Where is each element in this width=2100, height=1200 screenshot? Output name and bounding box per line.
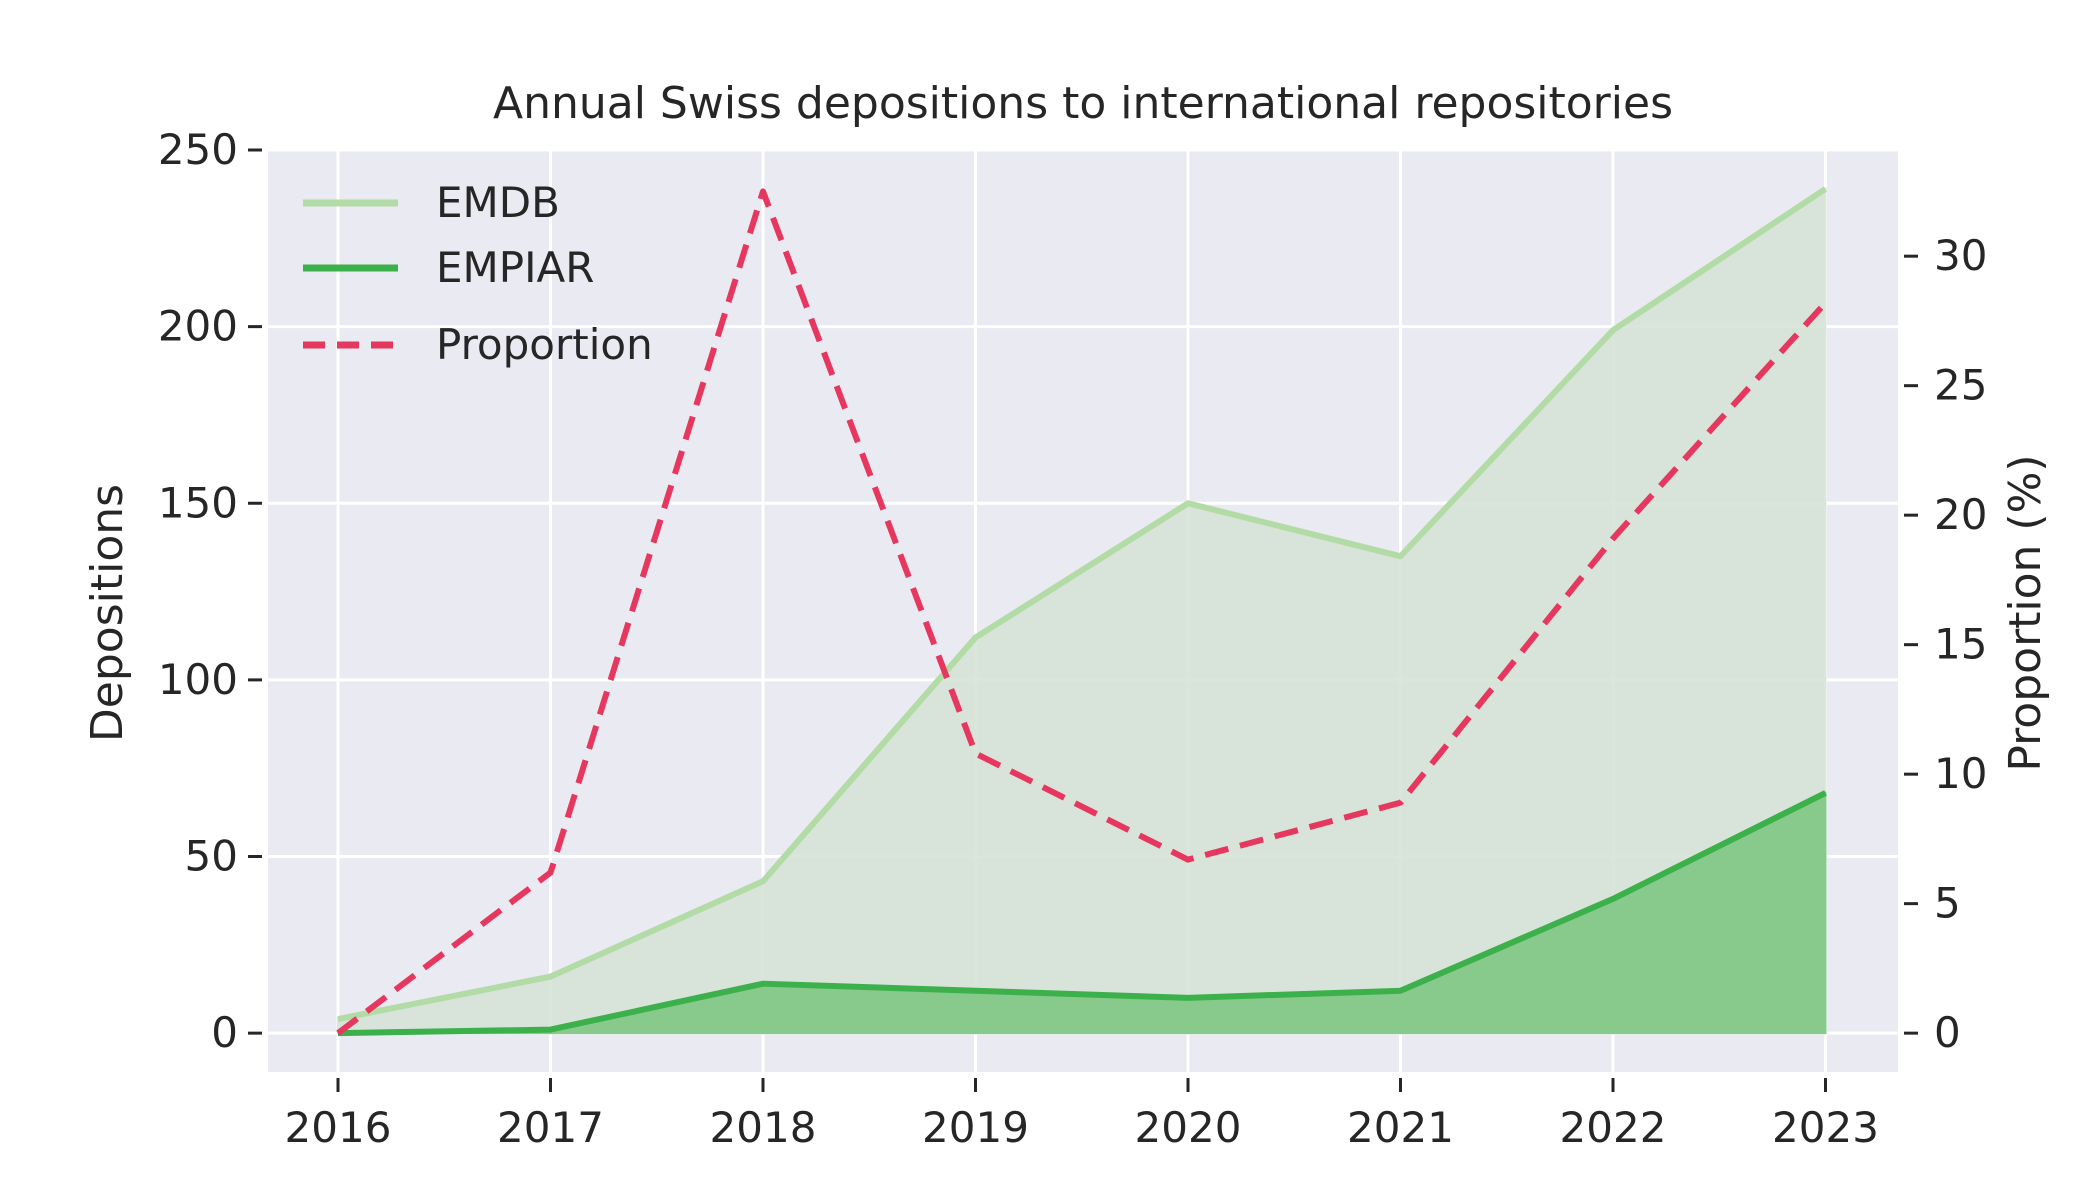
y2-axis-label: Proportion (%) xyxy=(2000,454,2051,771)
y2-tick-label-20: 20 xyxy=(1934,490,1987,539)
y-tick-label-50: 50 xyxy=(185,832,238,881)
y2-tick-label-0: 0 xyxy=(1934,1008,1961,1057)
y-axis-label: Depositions xyxy=(82,484,133,742)
y-tick-label-250: 250 xyxy=(158,125,238,174)
y2-tick-label-25: 25 xyxy=(1934,361,1987,410)
emdb-line xyxy=(337,186,1828,1022)
y-tick-label-150: 150 xyxy=(158,478,238,527)
x-tick-label-2020: 2020 xyxy=(1135,1103,1242,1152)
legend-label-empiar: EMPIAR xyxy=(436,243,594,292)
y2-tick-label-10: 10 xyxy=(1934,749,1987,798)
x-tick-label-2021: 2021 xyxy=(1347,1103,1454,1152)
chart-title: Annual Swiss depositions to internationa… xyxy=(493,78,1673,129)
y2-tick-label-5: 5 xyxy=(1934,879,1961,928)
x-tick-label-2017: 2017 xyxy=(497,1103,604,1152)
x-tick-label-2016: 2016 xyxy=(285,1103,392,1152)
x-tick-label-2019: 2019 xyxy=(922,1103,1029,1152)
proportion-line xyxy=(336,188,1828,1036)
x-tick-label-2022: 2022 xyxy=(1560,1103,1667,1152)
legend-label-proportion: Proportion xyxy=(436,320,653,369)
y2-tick-label-30: 30 xyxy=(1934,231,1987,280)
y-tick-label-100: 100 xyxy=(158,655,238,704)
y2-tick-label-15: 15 xyxy=(1934,620,1987,669)
legend-label-emdb: EMDB xyxy=(436,178,560,227)
legend: EMDB EMPIAR Proportion xyxy=(303,178,653,369)
empiar-line xyxy=(337,790,1827,1037)
x-tick-label-2023: 2023 xyxy=(1772,1103,1879,1152)
x-tick-label-2018: 2018 xyxy=(710,1103,817,1152)
axes: 0 50 100 150 200 250 0 5 10 15 20 25 30 2016 2017 2018 2… xyxy=(158,125,1988,1152)
series-lines xyxy=(336,186,1828,1037)
y-tick-label-0: 0 xyxy=(211,1008,238,1057)
y-tick-label-200: 200 xyxy=(158,302,238,351)
